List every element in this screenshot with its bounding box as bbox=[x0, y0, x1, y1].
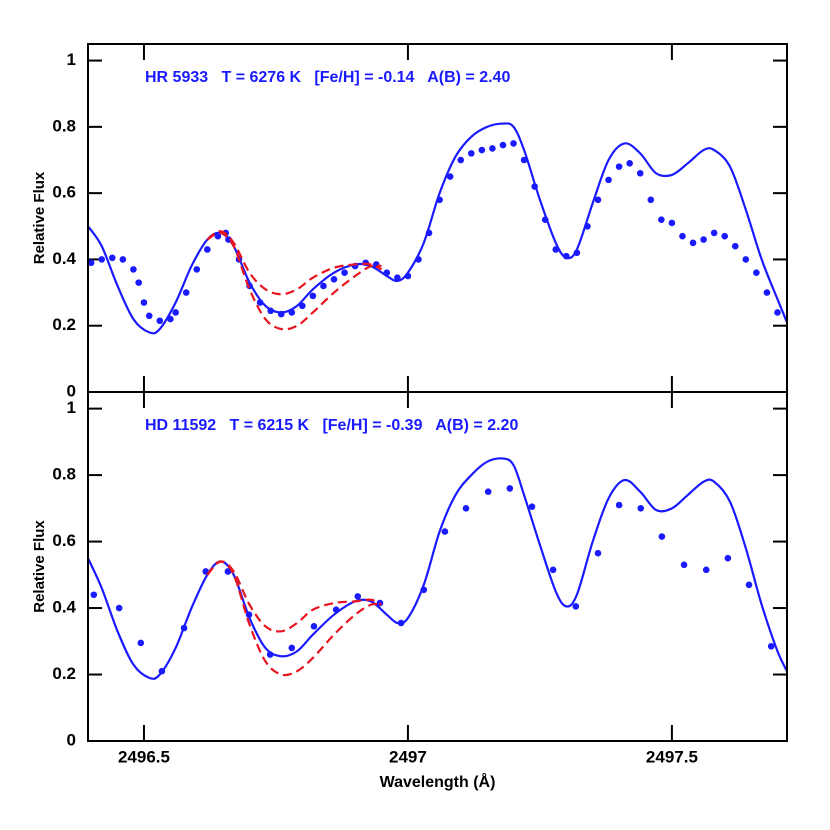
model-line-dashed bbox=[206, 560, 383, 633]
data-point bbox=[679, 232, 686, 240]
y-axis-label: Relative Flux bbox=[31, 171, 48, 264]
data-point bbox=[637, 505, 645, 512]
data-point bbox=[528, 503, 536, 510]
data-point bbox=[467, 150, 475, 157]
data-point bbox=[615, 163, 623, 170]
data-point bbox=[626, 160, 633, 167]
data-point bbox=[489, 145, 496, 152]
model-line-dashed bbox=[206, 230, 383, 296]
data-point bbox=[88, 259, 95, 267]
y-tick-label: 0.6 bbox=[52, 183, 76, 202]
data-point bbox=[700, 236, 707, 243]
model-line-dashed bbox=[206, 560, 382, 677]
data-point bbox=[98, 256, 106, 263]
data-point bbox=[320, 282, 327, 290]
data-point bbox=[636, 169, 644, 177]
data-point bbox=[224, 568, 232, 575]
y-tick-label: 0.4 bbox=[52, 598, 76, 617]
data-point bbox=[774, 309, 781, 316]
annotation: HR 5933 T = 6276 K [Fe/H] = -0.14 A(B) =… bbox=[145, 69, 510, 86]
data-point bbox=[193, 266, 201, 273]
model-line bbox=[88, 122, 787, 335]
data-point bbox=[745, 581, 753, 589]
data-point bbox=[680, 561, 688, 569]
data-point bbox=[394, 274, 401, 281]
data-point bbox=[478, 146, 486, 154]
y-tick-label: 0 bbox=[67, 730, 76, 749]
data-point bbox=[668, 219, 676, 227]
data-point bbox=[108, 254, 116, 262]
data-point bbox=[354, 593, 362, 600]
data-point bbox=[742, 256, 750, 263]
data-point bbox=[182, 289, 190, 296]
data-point bbox=[156, 317, 164, 325]
data-point bbox=[763, 289, 771, 296]
data-point bbox=[767, 642, 775, 650]
y-tick-label: 0.8 bbox=[52, 116, 76, 135]
x-tick-label: 2496.5 bbox=[118, 747, 170, 766]
y-tick-label: 0.8 bbox=[52, 465, 76, 484]
data-point bbox=[689, 239, 697, 247]
data-point bbox=[510, 140, 517, 147]
plot-frame bbox=[87, 43, 788, 393]
data-point bbox=[115, 604, 123, 612]
y-tick-label: 0.2 bbox=[52, 315, 76, 334]
data-point bbox=[288, 644, 296, 652]
data-point bbox=[310, 623, 318, 630]
data-point bbox=[615, 501, 623, 509]
x-tick-label: 2497.5 bbox=[646, 747, 698, 766]
data-point bbox=[446, 173, 454, 180]
data-point bbox=[341, 269, 348, 276]
model-line bbox=[88, 457, 787, 680]
data-point bbox=[658, 216, 665, 223]
y-tick-label: 1 bbox=[67, 50, 76, 69]
data-point bbox=[506, 485, 514, 492]
data-point bbox=[309, 292, 317, 300]
plot-frame bbox=[87, 391, 788, 742]
data-point bbox=[710, 229, 718, 237]
data-point bbox=[90, 591, 98, 599]
data-point bbox=[724, 554, 732, 562]
data-point bbox=[137, 639, 145, 647]
data-point bbox=[731, 242, 739, 250]
data-point bbox=[721, 232, 729, 240]
model-line-dashed bbox=[206, 231, 382, 331]
x-axis-label: Wavelength (Å) bbox=[380, 772, 496, 791]
data-point bbox=[330, 276, 338, 283]
data-point bbox=[594, 196, 602, 204]
data-point bbox=[658, 533, 666, 540]
data-point bbox=[702, 566, 710, 574]
data-point bbox=[572, 603, 580, 610]
data-point bbox=[135, 279, 142, 286]
data-point bbox=[549, 566, 557, 574]
data-point bbox=[647, 196, 655, 204]
data-point bbox=[462, 505, 470, 512]
data-point bbox=[299, 302, 306, 310]
data-point bbox=[605, 176, 612, 184]
data-point bbox=[214, 232, 222, 240]
data-point bbox=[499, 141, 507, 149]
data-point bbox=[484, 488, 492, 496]
data-point bbox=[130, 266, 137, 273]
data-point bbox=[594, 549, 602, 557]
data-point bbox=[204, 246, 211, 253]
y-tick-label: 0.2 bbox=[52, 664, 76, 683]
x-tick-label: 2497 bbox=[389, 747, 427, 766]
y-tick-label: 1 bbox=[67, 398, 76, 417]
y-tick-label: 0.6 bbox=[52, 531, 76, 550]
data-point bbox=[145, 312, 153, 320]
data-point bbox=[753, 269, 760, 276]
data-point bbox=[172, 309, 179, 316]
y-tick-label: 0 bbox=[67, 381, 76, 400]
data-point bbox=[441, 528, 449, 535]
data-point bbox=[119, 256, 127, 263]
data-point bbox=[140, 299, 148, 306]
annotation: HD 11592 T = 6215 K [Fe/H] = -0.39 A(B) … bbox=[145, 417, 518, 434]
y-tick-label: 0.4 bbox=[52, 249, 76, 268]
y-axis-label: Relative Flux bbox=[31, 520, 48, 613]
data-point bbox=[457, 156, 465, 164]
